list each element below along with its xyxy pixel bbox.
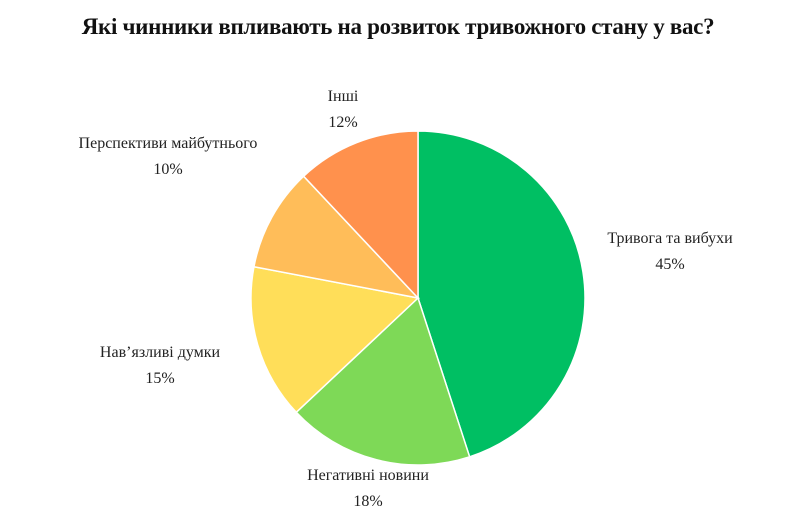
pie-slice bbox=[250, 265, 420, 414]
slice-value-label: 10% bbox=[153, 161, 182, 178]
pie-slice bbox=[302, 130, 419, 300]
slice-value-label: 15% bbox=[145, 370, 174, 387]
slice-label: Інші bbox=[328, 88, 359, 105]
slice-value-label: 45% bbox=[655, 256, 684, 273]
slice-label: Негативні новини bbox=[307, 467, 429, 484]
slice-label: Нав’язливі думки bbox=[100, 344, 221, 361]
slice-label: Перспективи майбутнього bbox=[79, 135, 258, 152]
slice-value-label: 18% bbox=[353, 493, 382, 510]
pie-slice bbox=[253, 175, 421, 300]
pie-slice bbox=[417, 130, 586, 458]
slice-value-label: 12% bbox=[328, 114, 357, 131]
chart-title: Які чинники впливають на розвиток тривож… bbox=[81, 14, 715, 39]
pie-slice bbox=[295, 296, 471, 466]
slice-label: Тривога та вибухи bbox=[607, 230, 733, 247]
